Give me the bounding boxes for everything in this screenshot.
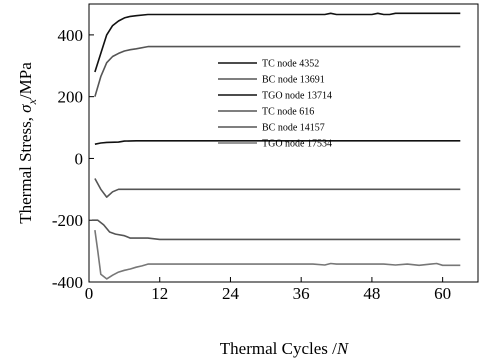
- x-tick-label: 0: [85, 284, 94, 303]
- legend-label: TC node 616: [262, 107, 314, 118]
- legend: TC node 4352 BC node 13691 TGO node 13714 T…: [218, 59, 332, 150]
- x-axis-label-main: Thermal Cycles /: [220, 339, 337, 358]
- y-tick-label: 400: [58, 26, 84, 45]
- legend-label: TGO node 13714: [262, 91, 332, 102]
- x-tick-label: 48: [363, 284, 380, 303]
- y-tick-label: -200: [52, 211, 83, 230]
- legend-label: BC node 14157: [262, 123, 325, 134]
- legend-label: BC node 13691: [262, 75, 325, 86]
- series-line-2: [94, 45, 461, 97]
- series-line-4: [94, 178, 461, 198]
- y-axis-label: Thermal Stress, σx/MPa: [16, 62, 39, 224]
- x-axis-label: Thermal Cycles /N: [220, 339, 350, 358]
- x-tick-label: 60: [434, 284, 451, 303]
- x-tick-label: 36: [293, 284, 310, 303]
- y-axis-label-unit: /MPa: [16, 62, 35, 99]
- series-line-6: [94, 229, 461, 280]
- y-axis-label-sub: x: [25, 98, 39, 105]
- x-axis: 0 12 24 36 48 60: [85, 277, 451, 303]
- y-axis-label-main: Thermal Stress,: [16, 113, 35, 224]
- x-tick-label: 12: [151, 284, 168, 303]
- y-tick-label: -400: [52, 273, 83, 292]
- legend-label: TC node 4352: [262, 59, 319, 70]
- series-line-3: [94, 140, 461, 145]
- plot-frame: [88, 3, 479, 283]
- x-axis-label-var: N: [336, 339, 350, 358]
- y-axis: -400 -200 0 200 400: [52, 26, 94, 292]
- series-line-5: [91, 219, 461, 241]
- legend-label: TGO node 17534: [262, 139, 332, 150]
- y-tick-label: 0: [75, 149, 84, 168]
- x-tick-label: 24: [222, 284, 240, 303]
- series-line-1: [94, 12, 461, 73]
- series-lines: [91, 12, 461, 280]
- y-tick-label: 200: [58, 88, 84, 107]
- y-axis-label-sigma: σ: [16, 104, 35, 113]
